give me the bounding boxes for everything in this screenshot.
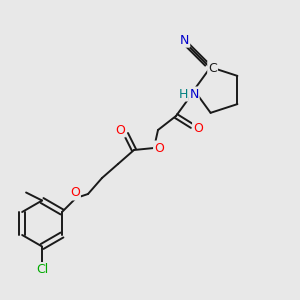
Text: O: O bbox=[193, 122, 203, 134]
Text: N: N bbox=[180, 34, 189, 47]
Text: O: O bbox=[70, 187, 80, 200]
Text: Cl: Cl bbox=[36, 263, 48, 276]
Text: H: H bbox=[178, 88, 188, 100]
Text: N: N bbox=[189, 88, 199, 100]
Text: O: O bbox=[115, 124, 125, 136]
Text: C: C bbox=[208, 62, 217, 75]
Text: O: O bbox=[154, 142, 164, 154]
